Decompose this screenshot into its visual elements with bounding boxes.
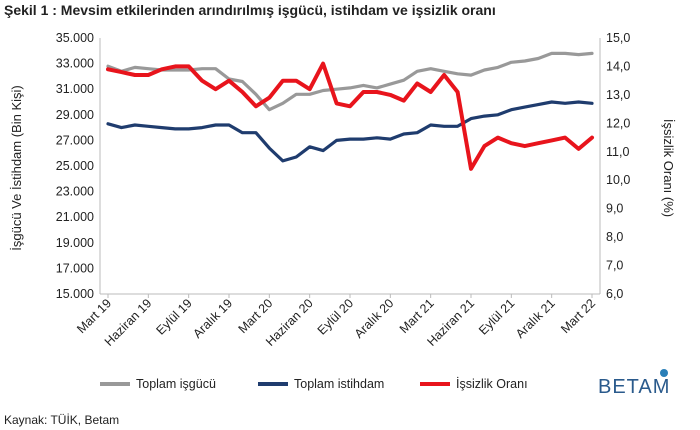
left-axis: 15.000 17.000 19.000 21.000 23.000 25.000 27.0… bbox=[56, 31, 94, 301]
figure-title: Şekil 1 : Mevsim etkilerinden arındırılm… bbox=[4, 2, 496, 18]
series-line-3 bbox=[106, 61, 594, 171]
legend-label: Toplam işgücü bbox=[136, 377, 216, 391]
right-axis: 6,0 7,0 8,0 9,0 10,0 11,0 12,0 13,0 14,0 15,0 bbox=[606, 31, 630, 301]
y-tick-right-label: 8,0 bbox=[606, 230, 623, 244]
y-tick-right-label: 6,0 bbox=[606, 287, 623, 301]
y-tick-right-label: 15,0 bbox=[606, 31, 630, 45]
x-tick-label: Eylül 21 bbox=[476, 296, 517, 337]
y-tick-right-label: 14,0 bbox=[606, 59, 630, 73]
series-line-2 bbox=[106, 100, 594, 163]
logo-text: BETAM bbox=[598, 376, 670, 396]
y-tick-left-label: 27.000 bbox=[56, 133, 94, 147]
legend-label: İşsizlik Oranı bbox=[456, 377, 528, 391]
y-tick-right-label: 13,0 bbox=[606, 88, 630, 102]
y-tick-left-label: 21.000 bbox=[56, 210, 94, 224]
y-tick-left-label: 17.000 bbox=[56, 261, 94, 275]
x-tick-label: Mart 19 bbox=[74, 296, 114, 336]
series-line-1 bbox=[106, 51, 594, 112]
x-tick-label: Aralık 21 bbox=[513, 296, 558, 341]
y-tick-right-label: 11,0 bbox=[606, 145, 629, 159]
y-tick-right-label: 9,0 bbox=[606, 202, 623, 216]
legend: Toplam işgücü Toplam istihdam İşsizlik Ora… bbox=[100, 377, 528, 391]
plot-frame bbox=[99, 38, 601, 295]
y-tick-left-label: 15.000 bbox=[56, 287, 94, 301]
series-lines bbox=[106, 51, 594, 171]
x-tick-label: Eylül 19 bbox=[153, 296, 194, 337]
x-tick-label: Mart 22 bbox=[558, 296, 598, 336]
y-tick-left-label: 33.000 bbox=[56, 57, 94, 71]
x-tick-label: Mart 21 bbox=[397, 296, 437, 336]
x-tick-label: Aralık 20 bbox=[352, 296, 397, 341]
x-tick-label: Mart 20 bbox=[236, 296, 276, 336]
legend-label: Toplam istihdam bbox=[294, 377, 384, 391]
x-tick-label: Aralık 19 bbox=[190, 296, 235, 341]
y-axis-left-label: İşgücü Ve İstihdam (Bin Kişi) bbox=[9, 85, 24, 250]
y-tick-right-label: 10,0 bbox=[606, 173, 630, 187]
y-tick-right-label: 7,0 bbox=[606, 259, 623, 273]
y-axis-right-label: İşsizlik Oranı (%) bbox=[661, 119, 676, 217]
y-tick-left-label: 31.000 bbox=[56, 82, 94, 96]
x-tick-label: Eylül 20 bbox=[315, 296, 356, 337]
y-tick-left-label: 35.000 bbox=[56, 31, 94, 45]
y-tick-left-label: 25.000 bbox=[56, 159, 94, 173]
y-tick-right-label: 12,0 bbox=[606, 116, 630, 130]
y-tick-left-label: 19.000 bbox=[56, 236, 94, 250]
y-tick-left-label: 23.000 bbox=[56, 185, 94, 199]
betam-logo: BETAM bbox=[598, 369, 670, 396]
logo-dot-icon bbox=[660, 369, 668, 377]
y-tick-left-label: 29.000 bbox=[56, 108, 94, 122]
source-note: Kaynak: TÜİK, Betam bbox=[4, 413, 120, 427]
